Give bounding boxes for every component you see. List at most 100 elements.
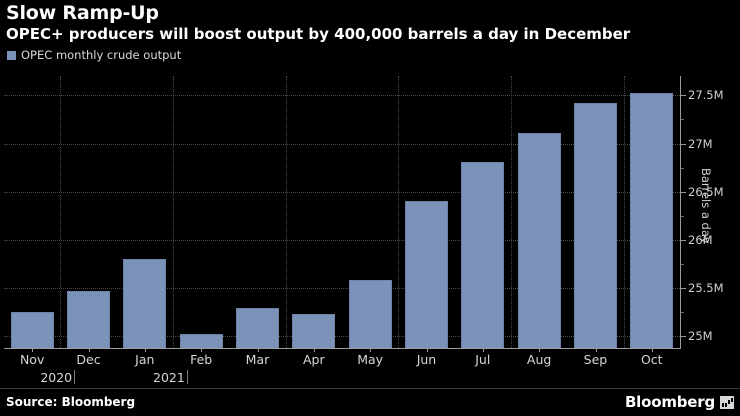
bar[interactable] xyxy=(292,314,336,348)
bar-slot xyxy=(455,76,511,348)
x-axis-tick xyxy=(651,348,653,352)
bar-slot xyxy=(398,76,454,348)
x-axis-year-label: 2021 xyxy=(153,370,185,385)
x-axis-tick-label: Mar xyxy=(245,352,270,367)
bar[interactable] xyxy=(630,93,674,348)
x-axis-tick xyxy=(539,348,541,352)
x-axis-year-label: 2020 xyxy=(40,370,73,385)
bar[interactable] xyxy=(123,259,167,348)
gridline-vertical xyxy=(398,76,400,348)
brand-label: Bloomberg xyxy=(624,393,715,411)
x-axis-tick xyxy=(88,348,90,352)
x-axis-tick-label: Jan xyxy=(135,352,155,367)
gridline-vertical xyxy=(623,76,625,348)
gridline-vertical xyxy=(285,76,287,348)
page-title: Slow Ramp-Up xyxy=(6,2,159,24)
legend-item-label: OPEC monthly crude output xyxy=(21,48,182,62)
chart-header: Slow Ramp-Up OPEC+ producers will boost … xyxy=(0,0,740,62)
bar-slot xyxy=(567,76,623,348)
bar-slot xyxy=(229,76,285,348)
bar-slot xyxy=(4,76,60,348)
gridline-vertical xyxy=(511,76,512,348)
bloomberg-terminal-icon xyxy=(720,395,734,409)
y-axis-title: Barrels a day xyxy=(699,168,713,244)
plot-area xyxy=(4,76,680,348)
y-axis-line xyxy=(680,76,681,349)
y-axis-tick-label: 27.5M xyxy=(688,88,724,103)
bar-slot xyxy=(60,76,116,348)
bar[interactable] xyxy=(574,103,617,348)
x-axis-year-tick xyxy=(187,370,188,384)
x-axis-tick-label: Sep xyxy=(583,352,608,367)
y-axis-tick-label: 26.5M xyxy=(688,184,724,199)
legend-swatch-icon xyxy=(7,51,16,60)
bar[interactable] xyxy=(461,161,505,348)
y-axis-minor-tick xyxy=(681,167,684,169)
y-axis-tick-label: 27M xyxy=(688,136,713,151)
bar-slot xyxy=(117,76,173,348)
source-note: Source: Bloomberg xyxy=(6,395,136,409)
y-axis-minor-tick xyxy=(681,119,684,121)
bar-slot xyxy=(511,76,567,348)
x-axis-tick-label: Aug xyxy=(526,352,552,367)
y-axis-tick xyxy=(681,95,686,97)
y-axis-tick xyxy=(681,336,686,338)
gridline-horizontal xyxy=(4,143,680,145)
x-axis-tick-label: Feb xyxy=(190,352,213,367)
gridlines xyxy=(4,76,680,348)
x-axis-labels: Nov Dec Jan Feb Mar Apr May Jun Jul Aug Sep Oct xyxy=(4,352,680,370)
gridline-horizontal xyxy=(4,191,680,193)
chart-legend: OPEC monthly crude output xyxy=(0,44,740,62)
y-axis-minor-tick xyxy=(681,312,684,314)
gridline-horizontal xyxy=(4,95,680,97)
x-axis-tick-label: Nov xyxy=(19,352,45,367)
y-axis-tick-label: 26M xyxy=(688,232,713,247)
x-axis-tick-label: May xyxy=(357,352,384,367)
y-axis-tick xyxy=(681,288,686,290)
gridline-horizontal xyxy=(4,288,680,290)
y-axis-tick xyxy=(681,191,686,193)
footer-divider xyxy=(0,388,740,389)
x-axis-tick xyxy=(144,348,146,352)
bar-slot xyxy=(624,76,680,348)
x-axis-tick xyxy=(313,348,315,352)
y-axis-tick-label: 25M xyxy=(688,329,713,344)
bar[interactable] xyxy=(348,280,392,348)
gridline-vertical xyxy=(60,76,62,348)
x-axis-tick xyxy=(257,348,259,352)
gridline-horizontal xyxy=(4,239,680,241)
x-axis-tick-label: Jul xyxy=(475,352,491,367)
x-axis-tick xyxy=(595,348,597,352)
gridline-vertical xyxy=(173,76,174,348)
bar[interactable] xyxy=(236,307,279,348)
y-axis-tick xyxy=(681,143,686,145)
bar[interactable] xyxy=(517,132,561,348)
bar-slot xyxy=(342,76,398,348)
x-axis-tick-label: Oct xyxy=(640,352,663,367)
bar[interactable] xyxy=(67,291,110,348)
bar[interactable] xyxy=(405,201,448,348)
y-axis-minor-tick xyxy=(681,264,684,266)
bloomberg-brand: Bloomberg xyxy=(625,393,734,411)
x-axis-tick xyxy=(201,348,203,352)
x-axis-tick xyxy=(32,348,34,352)
x-axis-tick-label: Apr xyxy=(302,352,325,367)
x-axis-line xyxy=(4,348,681,349)
gridline-horizontal xyxy=(4,336,680,338)
bar[interactable] xyxy=(179,333,223,348)
bar-slot xyxy=(286,76,342,348)
x-axis-tick xyxy=(482,348,484,352)
x-axis-tick-label: Dec xyxy=(76,352,101,367)
chart-subtitle: OPEC+ producers will boost output by 400… xyxy=(6,25,631,43)
y-axis-tick xyxy=(681,239,686,241)
x-axis-year-tick xyxy=(74,370,76,384)
x-axis-tick-label: Jun xyxy=(416,352,437,367)
x-axis-tick xyxy=(426,348,428,352)
y-axis-tick-label: 25.5M xyxy=(688,281,724,296)
bar-series xyxy=(4,76,680,348)
y-axis-minor-tick xyxy=(681,215,684,217)
x-axis-tick xyxy=(370,348,372,352)
bar-slot xyxy=(173,76,229,348)
bar[interactable] xyxy=(10,312,54,348)
